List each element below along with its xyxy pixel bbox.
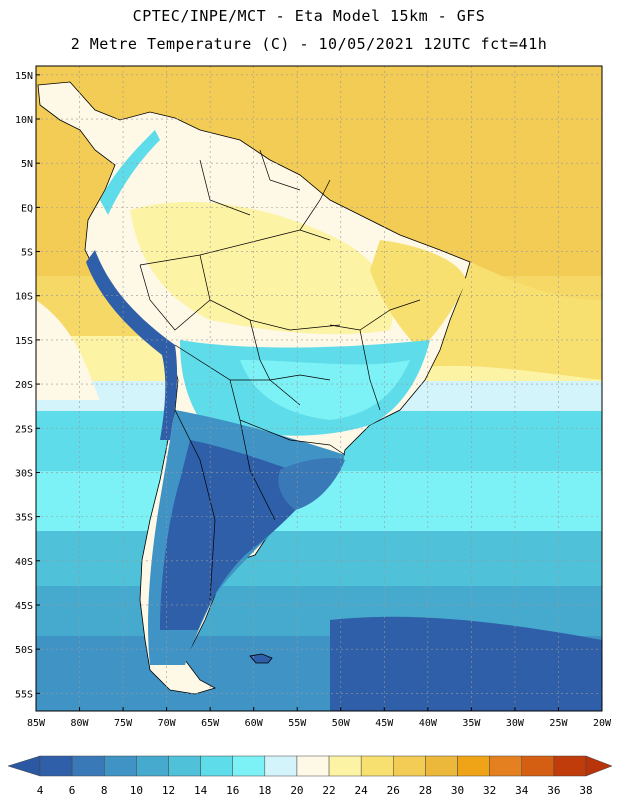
lat-label: EQ — [21, 203, 33, 214]
colorbar-swatch — [328, 755, 362, 777]
colorbar-label: 38 — [579, 784, 592, 797]
colorbar-high-arrow — [585, 755, 613, 777]
uruguay-region — [278, 458, 345, 510]
colorbar-swatch — [425, 755, 458, 777]
colorbar-label: 10 — [130, 784, 143, 797]
colorbar-swatch — [393, 755, 426, 777]
graticule — [35, 66, 603, 711]
colorbar-label: 26 — [387, 784, 400, 797]
map-title-line1: CPTEC/INPE/MCT - Eta Model 15km - GFS — [132, 7, 486, 25]
colorbar-swatch — [200, 755, 233, 777]
colorbar-swatch — [39, 755, 73, 777]
colorbar-label: 16 — [226, 784, 239, 797]
lat-label: 40S — [15, 557, 33, 568]
falkland-islands — [249, 653, 273, 664]
colorbar-label: 30 — [451, 784, 464, 797]
lat-label: 55S — [15, 689, 33, 700]
map-title-line2: 2 Metre Temperature (C) - 10/05/2021 12U… — [70, 35, 548, 53]
ocean-band — [36, 300, 100, 400]
colorbar-swatch — [296, 755, 330, 777]
colorbar-label: 20 — [290, 784, 303, 797]
lat-label: 30S — [15, 468, 33, 479]
colorbar-label: 6 — [69, 784, 76, 797]
colorbar-label: 24 — [355, 784, 369, 797]
colorbar-label: 4 — [37, 784, 44, 797]
latitude-labels: 15N 10N 5N EQ 5S 10S 15S 20S 25S 30S 35S 40S 45S 50S 5… — [15, 71, 40, 700]
colorbar: 4 6 8 10 12 14 16 18 20 22 24 26 28 30 32 34 36 38 — [7, 755, 613, 797]
colorbar-label: 14 — [194, 784, 208, 797]
lat-label: 25S — [15, 424, 33, 435]
lat-label: 5S — [21, 248, 33, 259]
colorbar-swatch — [553, 755, 587, 777]
lat-label: 10N — [15, 115, 33, 126]
lon-label: 25W — [549, 718, 568, 729]
ocean-band — [36, 531, 602, 586]
lon-label: 40W — [419, 718, 438, 729]
lat-label: 20S — [15, 380, 33, 391]
longitude-labels: 85W 80W 75W 70W 65W 60W 55W 50W 45W 40W 35W 30W 25W 2… — [27, 707, 612, 729]
colorbar-label: 22 — [322, 784, 335, 797]
lat-label: 15N — [15, 71, 33, 82]
lat-label: 50S — [15, 645, 33, 656]
colorbar-label: 12 — [162, 784, 175, 797]
colorbar-label: 34 — [515, 784, 529, 797]
lon-label: 75W — [114, 718, 133, 729]
colorbar-label: 28 — [419, 784, 432, 797]
colorbar-swatch — [521, 755, 555, 777]
lat-label: 45S — [15, 601, 33, 612]
colorbar-swatch — [136, 755, 169, 777]
colorbar-label: 8 — [101, 784, 108, 797]
colorbar-swatch — [264, 755, 298, 777]
colorbar-label: 36 — [547, 784, 560, 797]
northeast-region — [370, 240, 466, 350]
lon-label: 85W — [27, 718, 46, 729]
lat-label: 10S — [15, 292, 33, 303]
colorbar-swatch — [103, 755, 137, 777]
lon-label: 55W — [288, 718, 307, 729]
lat-label: 35S — [15, 513, 33, 524]
colorbar-label: 32 — [483, 784, 496, 797]
lon-label: 20W — [593, 718, 612, 729]
lon-label: 65W — [201, 718, 220, 729]
lon-label: 70W — [158, 718, 177, 729]
lon-label: 60W — [245, 718, 264, 729]
colorbar-swatch — [71, 755, 105, 777]
colorbar-swatch — [232, 755, 266, 777]
andes-north — [100, 130, 160, 215]
colorbar-swatch — [457, 755, 490, 777]
andes-cold-strip — [86, 250, 178, 440]
lon-label: 30W — [506, 718, 525, 729]
lat-label: 5N — [21, 159, 33, 170]
lon-label: 45W — [375, 718, 394, 729]
ocean-band — [330, 616, 602, 711]
colorbar-swatch — [360, 755, 394, 777]
country-borders — [139, 149, 421, 601]
lat-label: 15S — [15, 336, 33, 347]
amazon-region — [130, 201, 393, 335]
lon-label: 50W — [332, 718, 351, 729]
colorbar-low-arrow — [7, 755, 41, 777]
map-frame — [35, 65, 603, 712]
lon-label: 80W — [71, 718, 90, 729]
lon-label: 35W — [462, 718, 481, 729]
colorbar-swatch — [168, 755, 201, 777]
central-cool-region — [240, 360, 410, 420]
colorbar-label: 18 — [258, 784, 271, 797]
colorbar-swatch — [489, 755, 523, 777]
